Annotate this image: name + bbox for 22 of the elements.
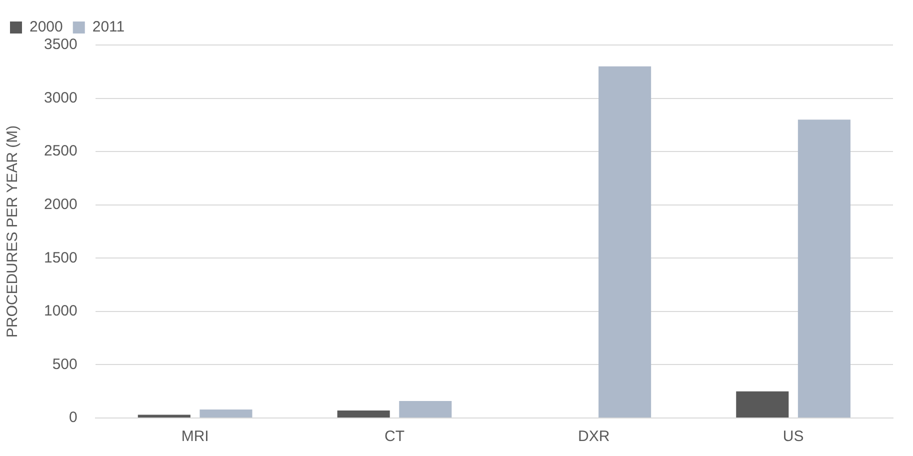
x-tick-label: CT — [384, 428, 404, 446]
y-axis-title: PROCEDURES PER YEAR (M) — [4, 125, 22, 338]
bar — [138, 414, 190, 418]
y-tick-label: 1000 — [44, 302, 78, 320]
bar — [399, 400, 452, 418]
legend-label: 2000 — [30, 18, 63, 36]
y-tick-label: 2500 — [44, 142, 78, 160]
x-tick-label: US — [782, 428, 804, 446]
bar — [337, 410, 390, 418]
bar — [598, 66, 652, 418]
y-tick-label: 3000 — [44, 89, 78, 106]
y-tick-label: 0 — [69, 409, 78, 426]
y-tick-label: 2000 — [44, 196, 78, 213]
x-tick-label: DXR — [578, 428, 610, 446]
y-tick-label: 3500 — [44, 36, 78, 54]
y-tick-label: 500 — [52, 356, 78, 373]
x-tick-label: MRI — [181, 428, 209, 446]
legend-label: 2011 — [92, 18, 125, 36]
bar — [798, 120, 850, 418]
bar — [736, 391, 789, 418]
y-tick-label: 1500 — [44, 249, 78, 266]
bar — [200, 409, 252, 418]
